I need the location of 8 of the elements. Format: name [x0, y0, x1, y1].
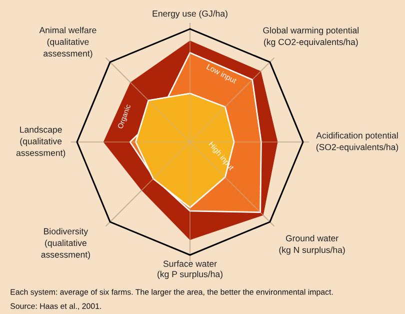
- spoke-label: Global warming potential (kg CO2-equivalents/ha): [263, 27, 358, 47]
- spoke-label: Acidification potential (SO2-equivalents/ha): [316, 132, 398, 152]
- spoke-label: Landscape (qualitative assessment): [16, 126, 66, 158]
- spoke-label: Ground water (kg N surplus/ha): [279, 234, 345, 255]
- spoke-label: Biodiversity (qualitative assessment): [41, 228, 90, 260]
- spoke-label: Energy use (GJ/ha): [152, 10, 228, 18]
- spoke-label: Surface water (kg P surplus/ha): [158, 260, 222, 279]
- spoke-label: Animal welfare (qualitative assessment): [39, 26, 96, 58]
